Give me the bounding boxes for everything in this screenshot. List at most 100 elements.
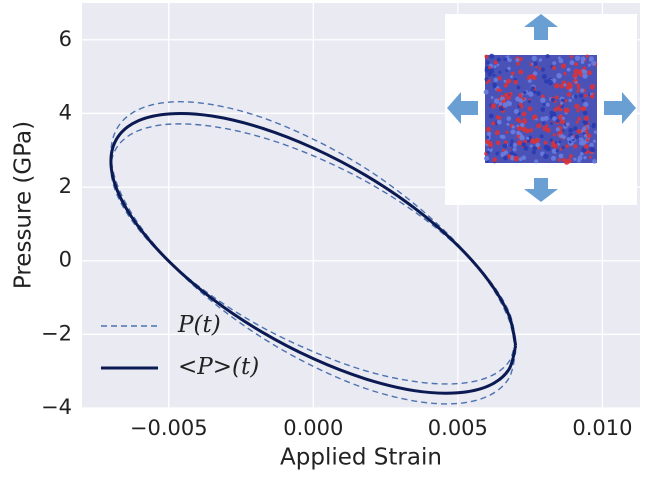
- inset-particle: [496, 63, 500, 67]
- inset-particle: [510, 71, 515, 76]
- inset-particle: [519, 134, 525, 141]
- x-tick-label: 0.005: [428, 416, 488, 440]
- inset-particle: [573, 68, 579, 74]
- inset-particle: [543, 79, 549, 84]
- inset-particle: [502, 143, 508, 149]
- inset-particle: [531, 75, 537, 81]
- inset-particle: [576, 89, 580, 93]
- inset-particle: [591, 60, 597, 66]
- inset-particle: [536, 90, 541, 96]
- inset-particle: [496, 88, 500, 92]
- inset-particle: [585, 138, 590, 142]
- inset-particle: [551, 148, 558, 154]
- inset-particle: [539, 134, 544, 139]
- inset-particle: [563, 72, 567, 76]
- inset-particle: [593, 130, 598, 134]
- inset-particle: [542, 103, 546, 106]
- inset-particle: [579, 73, 583, 77]
- inset-particle: [564, 107, 570, 114]
- inset-particle: [566, 137, 572, 142]
- inset-particle: [565, 122, 570, 127]
- inset-particle: [583, 115, 590, 121]
- inset-particle: [545, 127, 551, 133]
- inset-particle: [576, 86, 581, 90]
- inset-particle: [561, 157, 566, 162]
- inset-particle: [538, 58, 543, 62]
- inset-particle: [483, 89, 489, 95]
- inset-particle: [589, 58, 593, 62]
- y-tick-label: 6: [59, 27, 72, 51]
- inset-particle: [490, 96, 494, 100]
- inset-particle: [502, 102, 509, 108]
- inset-arrows: [447, 14, 636, 202]
- inset-particle: [506, 122, 510, 126]
- inset-particle: [558, 103, 562, 107]
- inset-particle: [542, 121, 546, 125]
- inset-particle: [490, 103, 497, 109]
- inset-particle: [580, 88, 585, 93]
- inset-particle: [579, 152, 584, 156]
- inset-particle: [564, 99, 568, 103]
- inset-particle: [533, 115, 538, 120]
- inset-particle: [494, 130, 500, 136]
- arrow-up: [524, 14, 558, 40]
- inset-particle: [503, 155, 508, 161]
- inset-particle: [582, 131, 586, 135]
- inset-particle: [516, 85, 521, 90]
- inset-particle: [552, 65, 557, 71]
- inset-particle: [507, 58, 512, 63]
- inset-particle: [547, 79, 554, 86]
- inset-particle: [484, 139, 490, 145]
- inset-particle: [531, 138, 537, 144]
- inset-particle: [565, 144, 570, 149]
- inset-particle: [541, 74, 547, 80]
- inset-particle: [528, 135, 533, 140]
- inset-particle: [498, 101, 503, 106]
- inset-particle: [510, 75, 513, 79]
- inset-particle: [518, 69, 524, 75]
- y-tick-label: −2: [41, 321, 72, 345]
- inset-particle: [576, 83, 581, 87]
- inset-particle: [503, 57, 508, 62]
- inset-particle: [583, 93, 588, 98]
- inset-particle: [566, 158, 572, 164]
- inset-particle: [552, 61, 557, 66]
- inset-particle: [532, 146, 537, 151]
- inset-particle: [583, 134, 588, 138]
- inset-particle: [488, 68, 495, 74]
- inset-particle: [566, 92, 572, 97]
- inset-particle: [585, 131, 589, 135]
- inset-particle: [576, 128, 582, 134]
- inset-particle: [582, 126, 587, 131]
- inset-particle: [506, 116, 512, 121]
- inset-particle: [516, 130, 521, 136]
- inset-particle: [554, 95, 559, 100]
- inset-particle: [582, 110, 588, 116]
- inset-particle: [543, 140, 548, 145]
- inset-particle: [560, 119, 566, 125]
- legend-label: <P>(t): [178, 354, 259, 380]
- inset-particle: [518, 57, 523, 62]
- legend-label: P(t): [177, 312, 221, 338]
- inset-particle: [592, 159, 597, 164]
- inset-particle: [505, 79, 510, 84]
- inset-particle: [496, 57, 501, 62]
- inset-particle: [509, 142, 514, 147]
- inset-particle: [515, 58, 520, 63]
- inset-particle: [501, 134, 506, 140]
- inset-particle: [540, 107, 546, 112]
- inset-particle: [527, 78, 532, 83]
- inset-particle: [530, 86, 535, 91]
- inset-particle: [527, 75, 532, 79]
- inset-particle: [580, 140, 587, 146]
- arrow-right: [604, 92, 636, 124]
- inset-particle: [510, 139, 514, 143]
- inset-particle: [534, 159, 539, 164]
- inset-particle: [558, 153, 564, 159]
- inset-particle: [578, 93, 584, 98]
- inset-particle: [487, 79, 491, 83]
- inset-particle: [518, 102, 524, 108]
- inset-particle: [523, 145, 529, 151]
- inset-particle: [591, 148, 596, 153]
- inset-particle: [549, 138, 553, 142]
